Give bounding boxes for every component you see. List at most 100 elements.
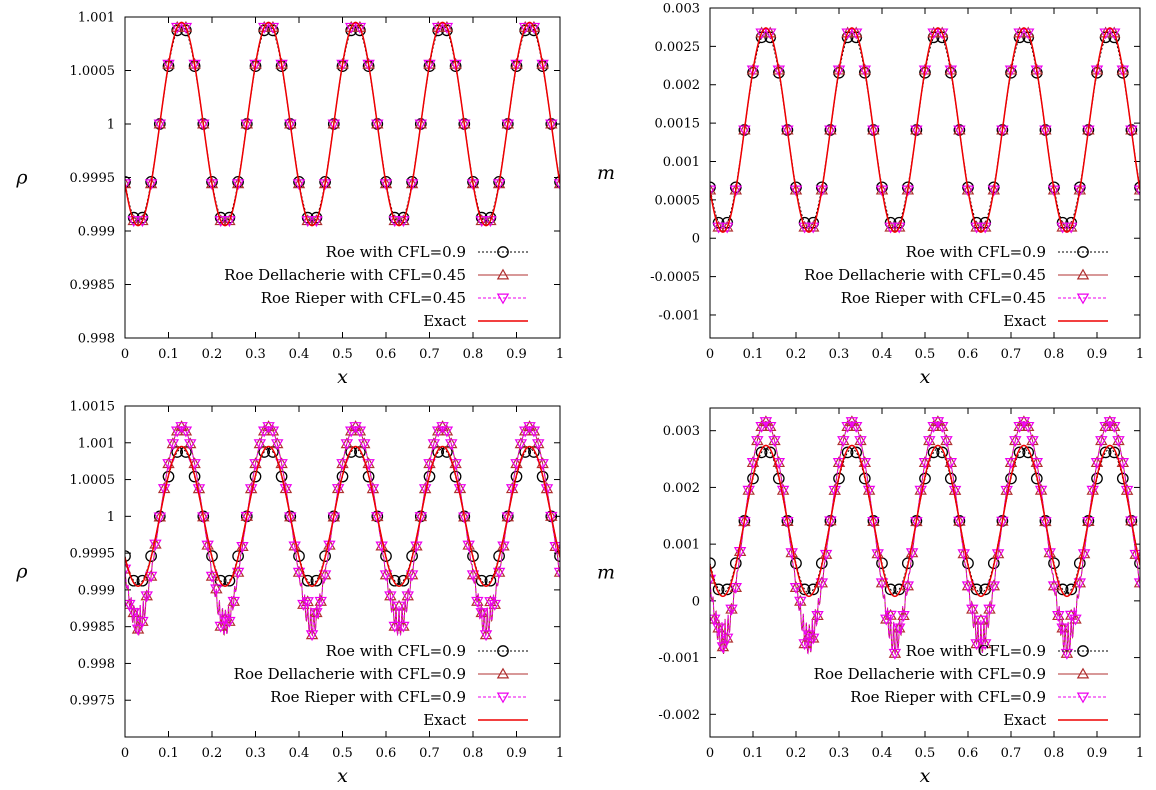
data-point xyxy=(223,616,236,628)
data-point xyxy=(815,578,829,590)
data-point xyxy=(266,424,280,436)
data-point xyxy=(841,26,854,38)
data-point xyxy=(523,420,536,432)
series-1 xyxy=(710,26,1140,233)
y-tick-label: 1.001 xyxy=(78,436,115,451)
legend-label: Roe Rieper with CFL=0.9 xyxy=(850,688,1046,706)
legend-marker xyxy=(1077,246,1089,258)
data-point xyxy=(340,437,354,449)
data-point xyxy=(1064,610,1078,622)
data-point xyxy=(484,216,497,228)
data-point xyxy=(505,484,519,496)
data-point xyxy=(223,574,236,587)
x-tick-label: 0.6 xyxy=(376,746,397,761)
data-point xyxy=(1021,421,1035,433)
data-point xyxy=(710,185,717,197)
data-point xyxy=(927,28,940,40)
data-point xyxy=(1064,222,1078,234)
data-point xyxy=(536,470,549,483)
data-point xyxy=(331,484,345,496)
data-point xyxy=(802,630,816,642)
data-point xyxy=(1047,579,1061,591)
plot-area xyxy=(710,26,1140,234)
y-tick-label: 0.9985 xyxy=(70,278,116,293)
data-point xyxy=(418,484,432,496)
data-point xyxy=(301,597,314,609)
data-point xyxy=(781,515,794,526)
data-point xyxy=(162,470,175,483)
data-point xyxy=(1108,446,1121,459)
data-point xyxy=(905,548,919,560)
legend: Roe with CFL=0.9 Roe Dellacherie with CFL… xyxy=(814,642,1108,729)
data-point xyxy=(249,470,262,483)
data-point xyxy=(768,436,781,447)
data-point xyxy=(828,485,841,497)
y-tick-label: 0 xyxy=(692,594,700,609)
series-2 xyxy=(125,21,560,228)
x-axis-label: x xyxy=(920,765,931,787)
data-point xyxy=(131,624,145,636)
panel-top-left-rho: 0 0.1 0.2 0.3 0.4 0.5 0.6 0.7 0.8 0.9 1 0.998 0.9985… xyxy=(15,11,564,389)
data-point xyxy=(961,581,975,593)
data-point xyxy=(1134,557,1140,570)
data-point xyxy=(471,594,484,606)
data-point xyxy=(1013,446,1026,459)
legend-marker xyxy=(1076,692,1090,704)
data-point xyxy=(1056,220,1069,232)
data-point xyxy=(1030,456,1044,468)
data-point xyxy=(127,216,140,228)
data-point xyxy=(275,470,288,483)
data-point xyxy=(440,426,454,438)
legend-marker xyxy=(497,645,509,657)
data-point xyxy=(806,222,820,234)
data-point xyxy=(1099,26,1112,38)
data-point xyxy=(884,583,897,596)
data-point xyxy=(901,581,915,593)
data-point xyxy=(768,434,781,446)
legend-label: Roe Dellacherie with CFL=0.9 xyxy=(814,665,1046,683)
y-tick-label: 0.999 xyxy=(78,583,115,598)
series-line xyxy=(710,27,1140,233)
data-point xyxy=(935,421,949,433)
data-point xyxy=(297,599,310,611)
data-point xyxy=(884,220,897,232)
legend-label: Exact xyxy=(1003,711,1046,729)
data-point xyxy=(1034,485,1048,497)
data-point xyxy=(720,220,734,232)
data-point xyxy=(353,22,367,34)
data-point xyxy=(319,550,331,562)
data-point xyxy=(136,616,149,628)
x-tick-label: 0.9 xyxy=(506,746,527,761)
data-point xyxy=(467,550,479,562)
data-point xyxy=(553,565,560,577)
y-tick-label: 0.001 xyxy=(663,155,700,170)
x-tick-label: 0.7 xyxy=(1001,347,1022,362)
data-point xyxy=(927,26,940,38)
y-tick-label: 0.998 xyxy=(78,332,115,347)
y-tick-label: 0.9975 xyxy=(70,694,116,709)
series-line xyxy=(125,25,560,223)
data-point xyxy=(1095,436,1108,447)
data-point xyxy=(806,220,820,232)
data-point xyxy=(236,540,249,551)
data-point xyxy=(1056,623,1069,635)
data-point xyxy=(935,26,949,38)
data-point xyxy=(1009,436,1022,447)
data-point xyxy=(849,26,863,38)
data-point xyxy=(397,621,410,633)
data-point xyxy=(475,608,488,620)
series-3 xyxy=(710,27,1140,233)
data-point xyxy=(392,601,406,613)
data-point xyxy=(257,20,271,32)
data-point xyxy=(310,214,323,226)
data-point xyxy=(862,485,876,497)
data-point xyxy=(755,28,768,40)
data-point xyxy=(710,183,717,195)
data-point xyxy=(1004,456,1018,468)
series-0 xyxy=(125,24,560,224)
data-point xyxy=(841,446,854,459)
data-point xyxy=(1013,28,1026,40)
data-point xyxy=(170,426,184,438)
data-point xyxy=(144,571,158,583)
data-point xyxy=(1082,515,1095,526)
